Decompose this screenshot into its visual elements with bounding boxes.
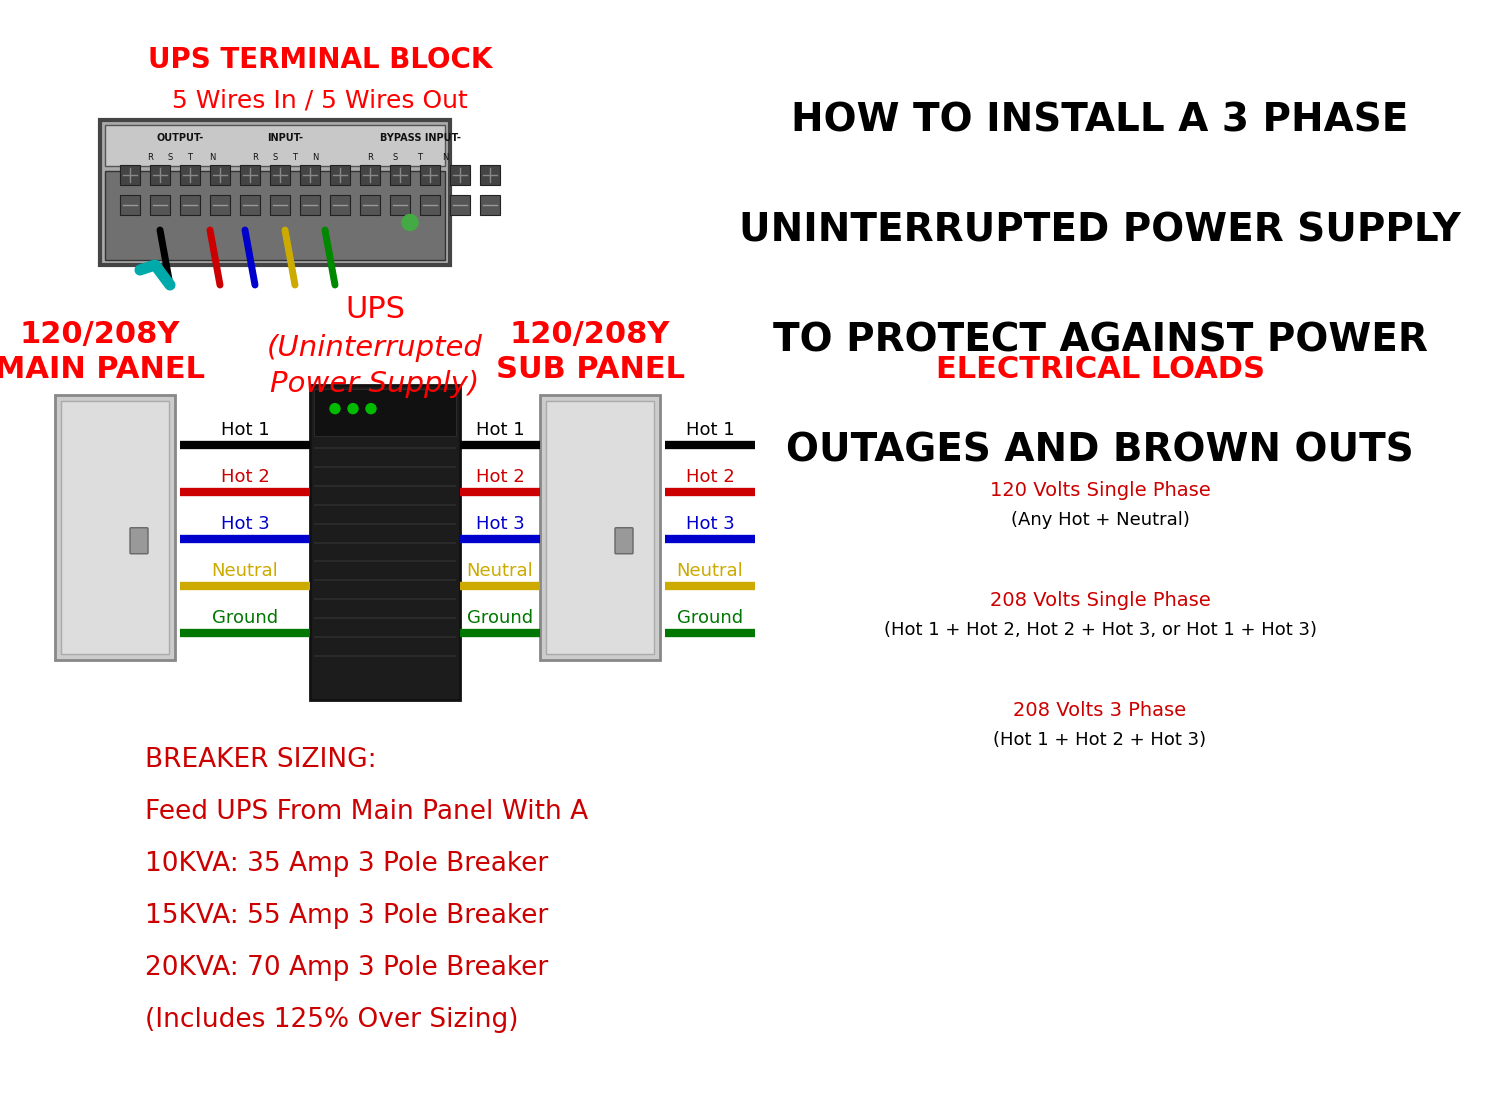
Text: 15KVA: 55 Amp 3 Pole Breaker: 15KVA: 55 Amp 3 Pole Breaker xyxy=(146,903,549,929)
FancyBboxPatch shape xyxy=(120,195,140,216)
FancyBboxPatch shape xyxy=(210,195,230,216)
Text: ELECTRICAL LOADS: ELECTRICAL LOADS xyxy=(936,356,1264,384)
FancyBboxPatch shape xyxy=(62,401,170,654)
FancyBboxPatch shape xyxy=(105,171,445,260)
Text: 120 Volts Single Phase: 120 Volts Single Phase xyxy=(990,480,1210,500)
Text: BYPASS INPUT-: BYPASS INPUT- xyxy=(380,133,460,143)
FancyBboxPatch shape xyxy=(270,195,290,216)
Text: Ground: Ground xyxy=(466,609,532,627)
Text: (Hot 1 + Hot 2, Hot 2 + Hot 3, or Hot 1 + Hot 3): (Hot 1 + Hot 2, Hot 2 + Hot 3, or Hot 1 … xyxy=(884,621,1317,639)
Text: OUTPUT-: OUTPUT- xyxy=(156,133,204,143)
Text: Hot 3: Hot 3 xyxy=(220,515,270,533)
Text: Hot 3: Hot 3 xyxy=(476,515,525,533)
Text: HOW TO INSTALL A 3 PHASE: HOW TO INSTALL A 3 PHASE xyxy=(792,101,1408,139)
FancyBboxPatch shape xyxy=(105,125,445,165)
Text: Hot 2: Hot 2 xyxy=(220,468,270,486)
FancyBboxPatch shape xyxy=(180,195,200,216)
Text: 20KVA: 70 Amp 3 Pole Breaker: 20KVA: 70 Amp 3 Pole Breaker xyxy=(146,955,549,981)
Text: UPS TERMINAL BLOCK: UPS TERMINAL BLOCK xyxy=(148,46,492,74)
Text: N: N xyxy=(209,153,214,163)
Text: Ground: Ground xyxy=(676,609,742,627)
FancyBboxPatch shape xyxy=(310,385,460,700)
Text: Hot 3: Hot 3 xyxy=(686,515,735,533)
FancyBboxPatch shape xyxy=(300,195,320,216)
FancyBboxPatch shape xyxy=(420,195,440,216)
Circle shape xyxy=(348,404,358,414)
Text: R: R xyxy=(147,153,153,163)
FancyBboxPatch shape xyxy=(210,165,230,185)
FancyBboxPatch shape xyxy=(330,165,350,185)
FancyBboxPatch shape xyxy=(314,389,456,437)
Text: UPS: UPS xyxy=(345,295,405,325)
FancyBboxPatch shape xyxy=(130,527,148,554)
Text: Hot 1: Hot 1 xyxy=(476,421,525,439)
FancyBboxPatch shape xyxy=(56,395,176,660)
FancyBboxPatch shape xyxy=(330,195,350,216)
FancyBboxPatch shape xyxy=(546,401,654,654)
FancyBboxPatch shape xyxy=(150,195,170,216)
Text: (Any Hot + Neutral): (Any Hot + Neutral) xyxy=(1011,511,1190,529)
Text: 120/208Y: 120/208Y xyxy=(20,321,180,349)
Text: S: S xyxy=(393,153,398,163)
FancyBboxPatch shape xyxy=(450,195,470,216)
Text: (Includes 125% Over Sizing): (Includes 125% Over Sizing) xyxy=(146,1006,519,1033)
FancyBboxPatch shape xyxy=(450,165,470,185)
Text: 5 Wires In / 5 Wires Out: 5 Wires In / 5 Wires Out xyxy=(172,88,468,112)
FancyBboxPatch shape xyxy=(615,527,633,554)
Text: Feed UPS From Main Panel With A: Feed UPS From Main Panel With A xyxy=(146,799,588,825)
Text: Hot 2: Hot 2 xyxy=(686,468,735,486)
Text: Ground: Ground xyxy=(211,609,278,627)
Text: Neutral: Neutral xyxy=(211,562,279,580)
FancyBboxPatch shape xyxy=(270,165,290,185)
Text: INPUT-: INPUT- xyxy=(267,133,303,143)
Circle shape xyxy=(366,404,376,414)
FancyBboxPatch shape xyxy=(240,165,260,185)
FancyBboxPatch shape xyxy=(390,195,410,216)
FancyBboxPatch shape xyxy=(360,165,380,185)
Text: R: R xyxy=(252,153,258,163)
FancyBboxPatch shape xyxy=(150,165,170,185)
Text: Power Supply): Power Supply) xyxy=(270,370,480,398)
Text: BREAKER SIZING:: BREAKER SIZING: xyxy=(146,747,376,773)
Text: MAIN PANEL: MAIN PANEL xyxy=(0,356,206,384)
Text: TO PROTECT AGAINST POWER: TO PROTECT AGAINST POWER xyxy=(772,321,1428,359)
Text: 208 Volts 3 Phase: 208 Volts 3 Phase xyxy=(1014,700,1186,720)
Text: UNINTERRUPTED POWER SUPPLY: UNINTERRUPTED POWER SUPPLY xyxy=(740,211,1461,249)
FancyBboxPatch shape xyxy=(300,165,320,185)
Text: R: R xyxy=(368,153,374,163)
Text: T: T xyxy=(417,153,423,163)
FancyBboxPatch shape xyxy=(480,165,500,185)
FancyBboxPatch shape xyxy=(540,395,660,660)
Text: (Uninterrupted: (Uninterrupted xyxy=(267,334,483,362)
Text: S: S xyxy=(168,153,172,163)
Text: S: S xyxy=(273,153,278,163)
Text: SUB PANEL: SUB PANEL xyxy=(495,356,684,384)
FancyBboxPatch shape xyxy=(480,195,500,216)
Text: (Hot 1 + Hot 2 + Hot 3): (Hot 1 + Hot 2 + Hot 3) xyxy=(993,731,1206,749)
FancyBboxPatch shape xyxy=(180,165,200,185)
Text: 208 Volts Single Phase: 208 Volts Single Phase xyxy=(990,591,1210,609)
Circle shape xyxy=(402,214,418,231)
FancyBboxPatch shape xyxy=(360,195,380,216)
Text: Neutral: Neutral xyxy=(676,562,744,580)
Text: 10KVA: 35 Amp 3 Pole Breaker: 10KVA: 35 Amp 3 Pole Breaker xyxy=(146,851,549,877)
FancyBboxPatch shape xyxy=(100,120,450,265)
FancyBboxPatch shape xyxy=(120,165,140,185)
Text: Neutral: Neutral xyxy=(466,562,534,580)
Text: OUTAGES AND BROWN OUTS: OUTAGES AND BROWN OUTS xyxy=(786,431,1414,469)
Text: Hot 2: Hot 2 xyxy=(476,468,525,486)
Text: N: N xyxy=(312,153,318,163)
Text: T: T xyxy=(292,153,297,163)
Text: Hot 1: Hot 1 xyxy=(220,421,270,439)
Text: T: T xyxy=(188,153,192,163)
FancyBboxPatch shape xyxy=(390,165,410,185)
Text: 120/208Y: 120/208Y xyxy=(510,321,670,349)
Circle shape xyxy=(330,404,340,414)
FancyBboxPatch shape xyxy=(420,165,440,185)
FancyBboxPatch shape xyxy=(240,195,260,216)
Text: Hot 1: Hot 1 xyxy=(686,421,735,439)
Text: N: N xyxy=(442,153,448,163)
